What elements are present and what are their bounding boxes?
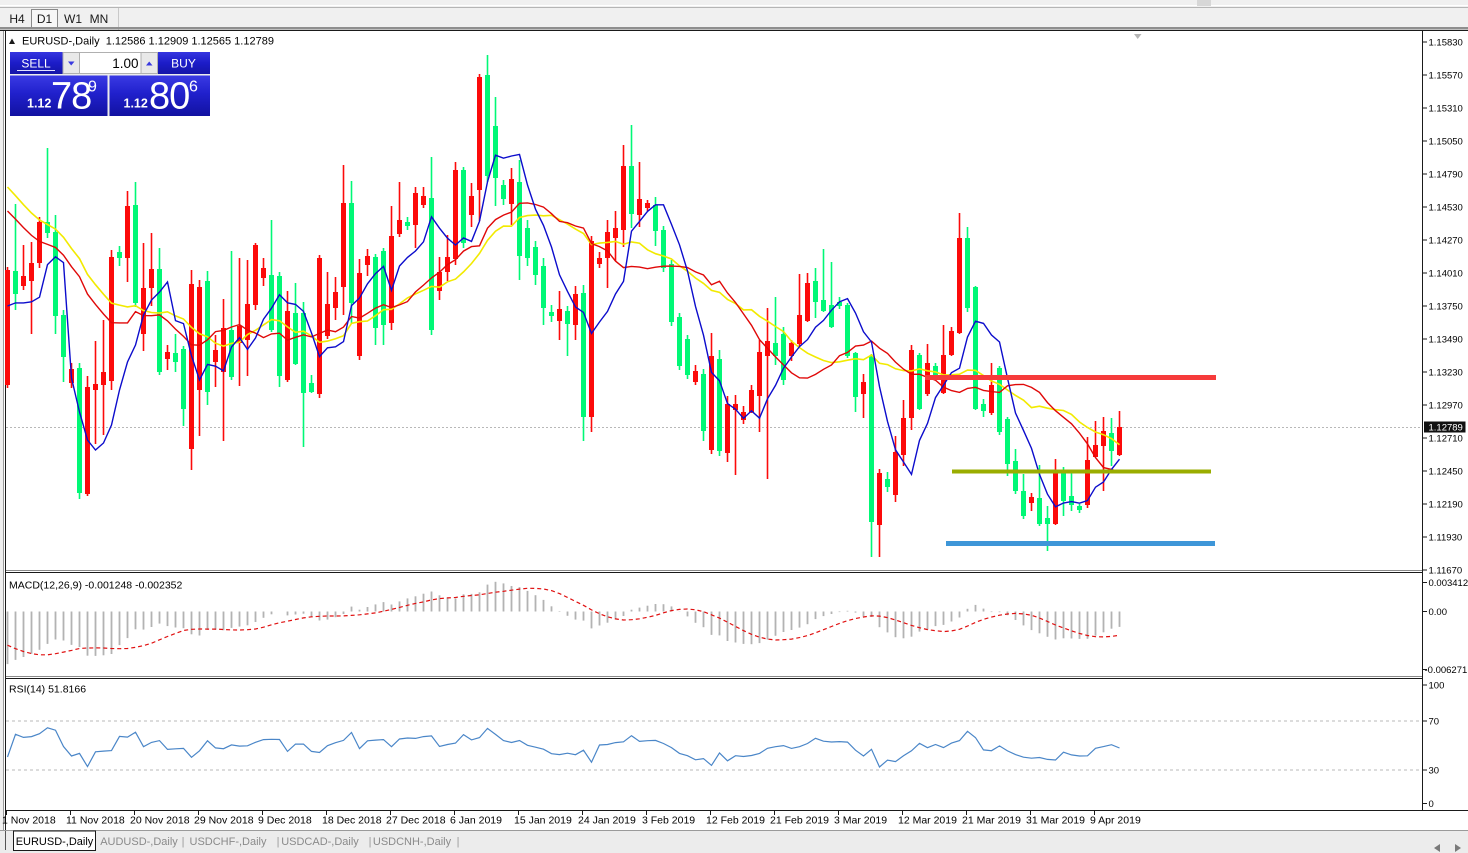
svg-text:9 Dec 2018: 9 Dec 2018 — [258, 815, 312, 827]
svg-text:USDCAD-,Daily: USDCAD-,Daily — [281, 836, 359, 848]
svg-text:1.12: 1.12 — [27, 97, 51, 111]
svg-text:SELL: SELL — [21, 57, 51, 71]
svg-text:1.15050: 1.15050 — [1429, 137, 1463, 148]
svg-text:BUY: BUY — [171, 57, 196, 71]
svg-text:AUDUSD-,Daily: AUDUSD-,Daily — [100, 836, 178, 848]
svg-text:3 Mar 2019: 3 Mar 2019 — [834, 815, 887, 827]
svg-text:1.13230: 1.13230 — [1429, 368, 1463, 379]
svg-text:15 Jan 2019: 15 Jan 2019 — [514, 815, 572, 827]
svg-text:USDCHF-,Daily: USDCHF-,Daily — [190, 836, 268, 848]
svg-text:20 Nov 2018: 20 Nov 2018 — [130, 815, 190, 827]
svg-text:W1: W1 — [64, 12, 82, 26]
svg-text:100: 100 — [1429, 681, 1445, 692]
svg-text:1.12970: 1.12970 — [1429, 401, 1463, 412]
svg-text:18 Dec 2018: 18 Dec 2018 — [322, 815, 382, 827]
svg-text:|: | — [457, 836, 460, 848]
svg-text:EURUSD-,Daily: EURUSD-,Daily — [16, 836, 94, 848]
svg-text:1.14270: 1.14270 — [1429, 236, 1463, 247]
svg-text:EURUSD-,Daily 1.12586 1.12909: EURUSD-,Daily 1.12586 1.12909 1.12565 1.… — [22, 36, 274, 48]
svg-text:1.14530: 1.14530 — [1429, 203, 1463, 214]
svg-text:12 Feb 2019: 12 Feb 2019 — [706, 815, 765, 827]
svg-text:1.12190: 1.12190 — [1429, 500, 1463, 511]
svg-text:21 Mar 2019: 21 Mar 2019 — [962, 815, 1021, 827]
svg-text:1 Nov 2018: 1 Nov 2018 — [2, 815, 56, 827]
svg-text:USDCNH-,Daily: USDCNH-,Daily — [373, 836, 452, 848]
svg-text:1.14790: 1.14790 — [1429, 170, 1463, 181]
svg-text:RSI(14) 51.8166: RSI(14) 51.8166 — [9, 684, 86, 696]
svg-text:1.12710: 1.12710 — [1429, 434, 1463, 445]
svg-text:6 Jan 2019: 6 Jan 2019 — [450, 815, 502, 827]
svg-text:11 Nov 2018: 11 Nov 2018 — [66, 815, 125, 827]
svg-text:12 Mar 2019: 12 Mar 2019 — [898, 815, 957, 827]
svg-text:1.13490: 1.13490 — [1429, 335, 1463, 346]
svg-text:MACD(12,26,9) -0.001248 -0.002: MACD(12,26,9) -0.001248 -0.002352 — [9, 580, 183, 592]
svg-text:1.12: 1.12 — [124, 97, 148, 111]
svg-text:3 Feb 2019: 3 Feb 2019 — [642, 815, 695, 827]
svg-text:9: 9 — [88, 79, 97, 96]
svg-text:1.11670: 1.11670 — [1429, 566, 1463, 577]
svg-text:27 Dec 2018: 27 Dec 2018 — [386, 815, 446, 827]
svg-text:1.00: 1.00 — [112, 56, 138, 71]
svg-text:80: 80 — [149, 76, 189, 118]
svg-text:29 Nov 2018: 29 Nov 2018 — [194, 815, 254, 827]
svg-text:D1: D1 — [37, 12, 53, 26]
svg-text:1.15830: 1.15830 — [1429, 38, 1463, 49]
svg-text:1.11930: 1.11930 — [1429, 533, 1463, 544]
svg-text:|: | — [182, 836, 185, 848]
svg-text:1.15570: 1.15570 — [1429, 71, 1463, 82]
svg-text:21 Feb 2019: 21 Feb 2019 — [770, 815, 829, 827]
svg-text:30: 30 — [1429, 766, 1440, 777]
svg-text:0: 0 — [1429, 799, 1434, 810]
svg-text:1.13750: 1.13750 — [1429, 302, 1463, 313]
svg-text:|: | — [369, 836, 372, 848]
svg-text:31 Mar 2019: 31 Mar 2019 — [1026, 815, 1085, 827]
svg-text:6: 6 — [189, 79, 198, 96]
svg-text:1.14010: 1.14010 — [1429, 269, 1463, 280]
svg-text:MN: MN — [90, 12, 109, 26]
svg-text:|: | — [277, 836, 280, 848]
svg-text:9 Apr 2019: 9 Apr 2019 — [1090, 815, 1141, 827]
svg-text:1.12789: 1.12789 — [1429, 423, 1463, 434]
svg-text:78: 78 — [51, 76, 91, 118]
svg-text:1.15310: 1.15310 — [1429, 104, 1463, 115]
svg-text:-0.006271: -0.006271 — [1425, 665, 1468, 676]
svg-text:1.12450: 1.12450 — [1429, 467, 1463, 478]
svg-text:70: 70 — [1429, 717, 1440, 728]
svg-text:24 Jan 2019: 24 Jan 2019 — [578, 815, 636, 827]
svg-text:H4: H4 — [9, 12, 25, 26]
svg-text:0.00: 0.00 — [1429, 607, 1448, 618]
svg-text:0.003412: 0.003412 — [1429, 578, 1468, 589]
